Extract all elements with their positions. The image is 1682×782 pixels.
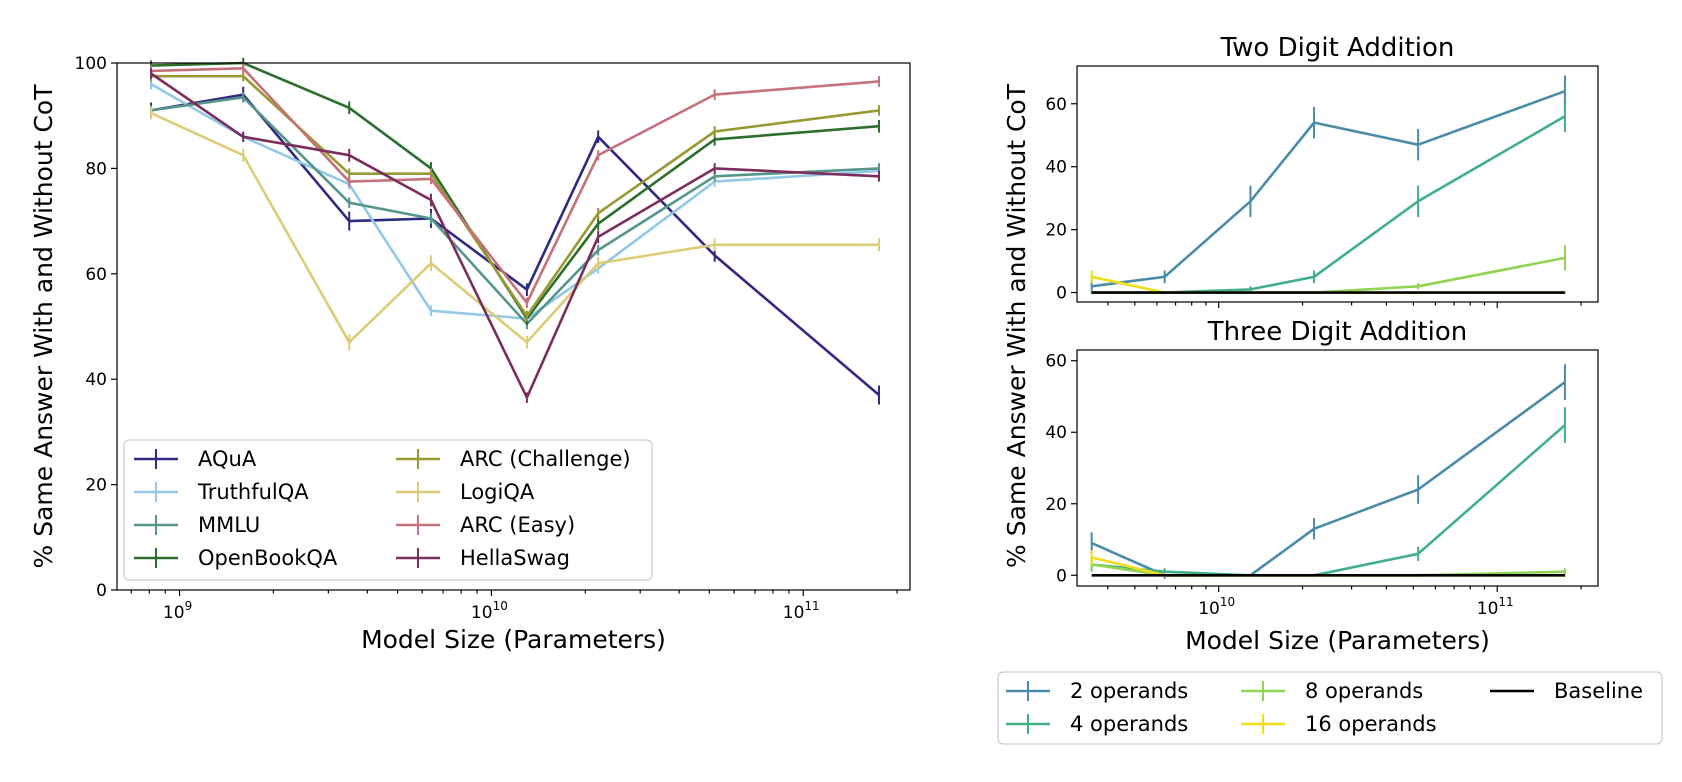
- plot-frame-two-digit: [1076, 65, 1599, 303]
- x-axis-label-right: Model Size (Parameters): [1185, 626, 1490, 655]
- x-tick-label: 1011: [1477, 595, 1514, 619]
- x-tick-label: 1010: [1198, 595, 1235, 619]
- series-arc-easy: [150, 63, 881, 309]
- legend-item-hellaswag: HellaSwag: [396, 546, 570, 570]
- legend-label: 16 operands: [1305, 712, 1437, 736]
- series-hellaswag: [150, 68, 881, 403]
- legend-label: Baseline: [1554, 679, 1643, 703]
- legend-benchmarks: AQuA TruthfulQA MMLU OpenBookQA ARC (Challen…: [123, 439, 653, 581]
- series-line-arc-challenge: [151, 74, 880, 318]
- series-mmlu: [150, 91, 881, 330]
- y-tick-label: 100: [75, 54, 107, 74]
- x-axis-label-left: Model Size (Parameters): [361, 625, 666, 654]
- legend-label: ARC (Easy): [460, 513, 575, 537]
- series-line-16-operands: [1091, 275, 1565, 294]
- series-line-logiqa: [150, 111, 879, 344]
- series-4-operands: [1090, 100, 1566, 295]
- title-two-digit-addition: Two Digit Addition: [1220, 33, 1455, 63]
- y-tick-label: 40: [85, 370, 107, 390]
- three-digit-series-layer: [1090, 364, 1566, 579]
- legend-label: 2 operands: [1070, 679, 1188, 703]
- y-tick-label: 20: [85, 476, 107, 496]
- y-tick-label: 0: [1056, 284, 1067, 304]
- plot-frame-three-digit: [1076, 349, 1599, 587]
- series-line-2-operands: [1091, 89, 1566, 288]
- legend-item-openbookqa: OpenBookQA: [134, 546, 338, 570]
- legend-item-4-operands: 4 operands: [1006, 712, 1188, 736]
- series-line-mmlu: [150, 96, 880, 326]
- legend-item-8-operands: 8 operands: [1241, 679, 1423, 703]
- legend-operands: 2 operands 4 operands 8 operands 16 operand…: [997, 671, 1663, 745]
- series-line-truthfulqa: [150, 82, 880, 320]
- chart-two-digit-addition: 0 20 40 60 Two Digit Addition: [1045, 33, 1599, 308]
- y-tick-label: 20: [1045, 221, 1067, 241]
- legend-label: HellaSwag: [460, 546, 570, 570]
- x-tick-label: 1010: [471, 599, 508, 623]
- series-line-4-operands: [1091, 115, 1566, 294]
- legend-item-arc-challenge: ARC (Challenge): [396, 447, 631, 471]
- legend-label: OpenBookQA: [198, 546, 338, 570]
- axes-ticks-left: 0 20 40 60 80 100 109 1010 1011: [75, 54, 898, 623]
- series-line-hellaswag: [150, 72, 880, 399]
- legend-label: ARC (Challenge): [460, 447, 631, 471]
- y-tick-label: 60: [1045, 95, 1067, 115]
- legend-label: TruthfulQA: [197, 480, 309, 504]
- legend-frame: [123, 439, 653, 581]
- legend-label: MMLU: [198, 513, 260, 537]
- legend-item-baseline: Baseline: [1490, 679, 1643, 703]
- y-axis-label-left: % Same Answer With and Without CoT: [29, 84, 58, 569]
- series-2-operands: [1090, 75, 1566, 293]
- legend-item-2-operands: 2 operands: [1006, 679, 1188, 703]
- two-digit-series-layer: [1090, 75, 1566, 295]
- series-openbookqa: [150, 57, 881, 325]
- x-tick-label: 1011: [783, 599, 820, 623]
- series-2-operands: [1090, 364, 1566, 579]
- legend-item-aqua: AQuA: [134, 447, 257, 471]
- legend-item-16-operands: 16 operands: [1241, 712, 1437, 736]
- plot-frame-left: [116, 62, 911, 591]
- axes-ticks-three-digit: 0 20 40 60 1010 1011: [1045, 352, 1582, 619]
- legend-item-truthfulqa: TruthfulQA: [134, 480, 309, 504]
- y-tick-label: 60: [1045, 352, 1067, 372]
- series-line-4-operands: [1091, 424, 1566, 577]
- y-tick-label: 0: [1056, 566, 1067, 586]
- series-arc-challenge: [150, 70, 881, 322]
- y-axis-label-right: % Same Answer With and Without CoT: [1002, 83, 1031, 568]
- benchmark-series-layer: [150, 57, 881, 405]
- x-tick-label: 109: [163, 599, 192, 623]
- legend-label: LogiQA: [460, 480, 535, 504]
- chart-three-digit-addition: 0 20 40 60 1010 1011 Three Digit Addition Mod…: [1045, 317, 1599, 655]
- legend-label: 4 operands: [1070, 712, 1188, 736]
- legend-item-arc-easy: ARC (Easy): [396, 513, 575, 537]
- series-line-2-operands: [1091, 381, 1566, 577]
- y-tick-label: 0: [96, 581, 107, 601]
- axes-ticks-two-digit: 0 20 40 60: [1045, 95, 1582, 308]
- legend-label: AQuA: [198, 447, 257, 471]
- y-tick-label: 40: [1045, 158, 1067, 178]
- series-line-arc-easy: [150, 67, 880, 305]
- y-tick-label: 20: [1045, 495, 1067, 515]
- title-three-digit-addition: Three Digit Addition: [1207, 317, 1468, 347]
- chart-benchmarks: 0 20 40 60 80 100 109 1010 1011 Model Size (Para…: [29, 54, 911, 654]
- series-8-operands: [1090, 245, 1566, 295]
- legend-item-logiqa: LogiQA: [396, 480, 535, 504]
- legend-label: 8 operands: [1305, 679, 1423, 703]
- y-tick-label: 60: [85, 265, 107, 285]
- series-line-8-operands: [1091, 256, 1566, 294]
- y-tick-label: 80: [85, 159, 107, 179]
- series-logiqa: [150, 106, 881, 351]
- y-tick-label: 40: [1045, 423, 1067, 443]
- legend-item-mmlu: MMLU: [134, 513, 260, 537]
